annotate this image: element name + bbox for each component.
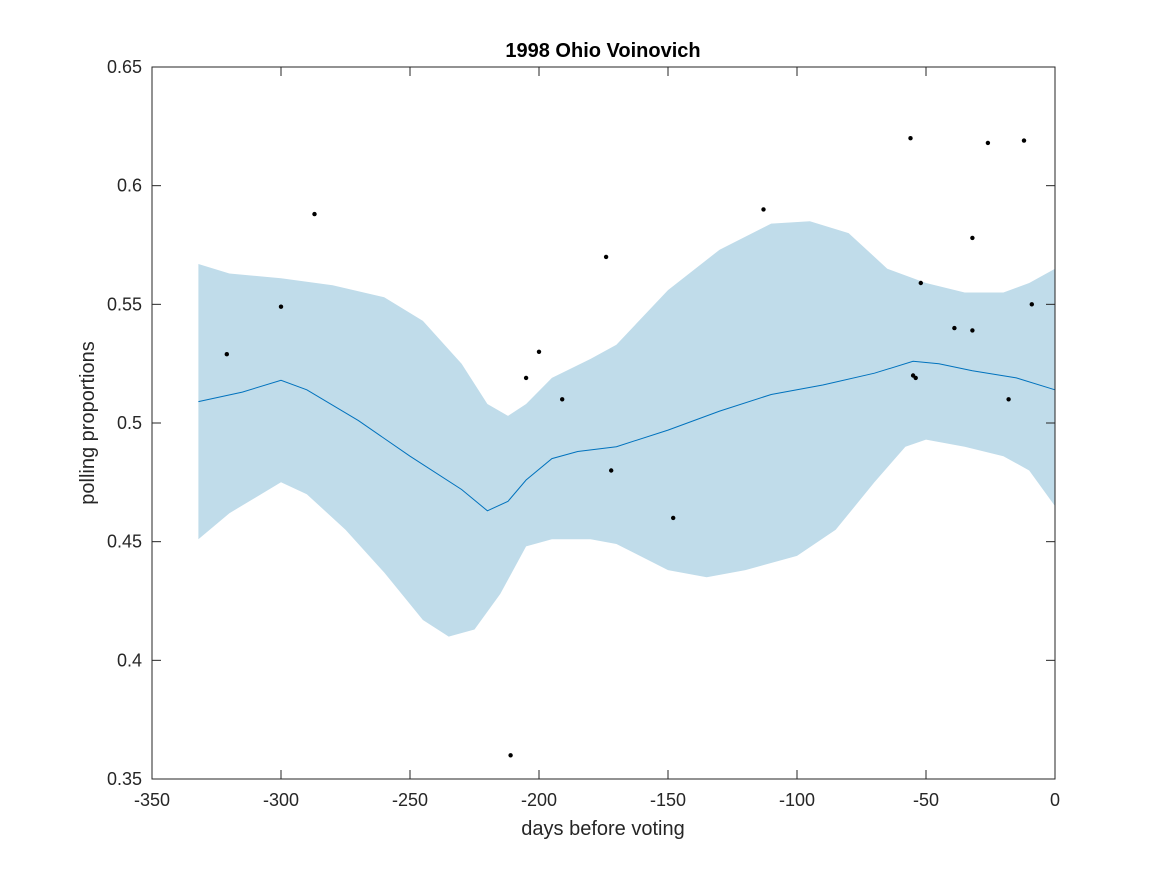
x-tick-label: -350 [134, 790, 170, 810]
data-point [970, 235, 975, 241]
data-point [560, 397, 565, 402]
y-tick-label: 0.55 [107, 294, 142, 314]
data-point [523, 375, 529, 381]
x-tick-label: -50 [913, 790, 939, 810]
y-tick-label: 0.45 [107, 532, 142, 552]
data-point [913, 375, 918, 381]
x-tick-label: -200 [521, 790, 557, 810]
poll-points-layer [224, 136, 1035, 758]
y-tick-label: 0.4 [117, 650, 142, 670]
data-point [761, 207, 766, 212]
x-tick-label: -300 [263, 790, 299, 810]
confidence-band [198, 221, 1055, 637]
x-tick-label: 0 [1050, 790, 1060, 810]
data-point [224, 352, 229, 357]
data-point [603, 254, 609, 260]
data-point [312, 211, 317, 217]
x-tick-label: -250 [392, 790, 428, 810]
data-point [918, 280, 923, 286]
data-point [1021, 138, 1027, 143]
x-tick-label: -100 [779, 790, 815, 810]
x-axis-ticks: -350 -300 -250 -200 -150 -100 -50 0 [134, 67, 1060, 810]
data-point [952, 325, 957, 331]
trend-line-layer [198, 360, 1056, 512]
data-point [508, 753, 513, 758]
x-axis-label: days before voting [521, 818, 684, 840]
data-point [985, 140, 991, 146]
y-tick-label: 0.35 [107, 769, 142, 789]
x-tick-label: -150 [650, 790, 686, 810]
data-point [671, 515, 676, 521]
y-tick-label: 0.5 [117, 413, 142, 433]
y-tick-label: 0.6 [117, 176, 142, 196]
chart-title: 1998 Ohio Voinovich [505, 40, 700, 62]
trend-line [198, 360, 1056, 512]
data-point [536, 349, 542, 354]
data-point [908, 136, 913, 141]
y-axis-label: polling proportions [77, 341, 99, 504]
data-point [1029, 302, 1035, 307]
y-tick-label: 0.65 [107, 57, 142, 77]
data-point [970, 328, 975, 333]
data-point [278, 304, 284, 309]
data-point [1006, 397, 1011, 402]
data-point [609, 468, 614, 473]
y-axis-ticks: 0.35 0.4 0.45 0.5 0.55 0.6 0.65 [107, 57, 1055, 789]
confidence-band-layer [198, 221, 1055, 637]
